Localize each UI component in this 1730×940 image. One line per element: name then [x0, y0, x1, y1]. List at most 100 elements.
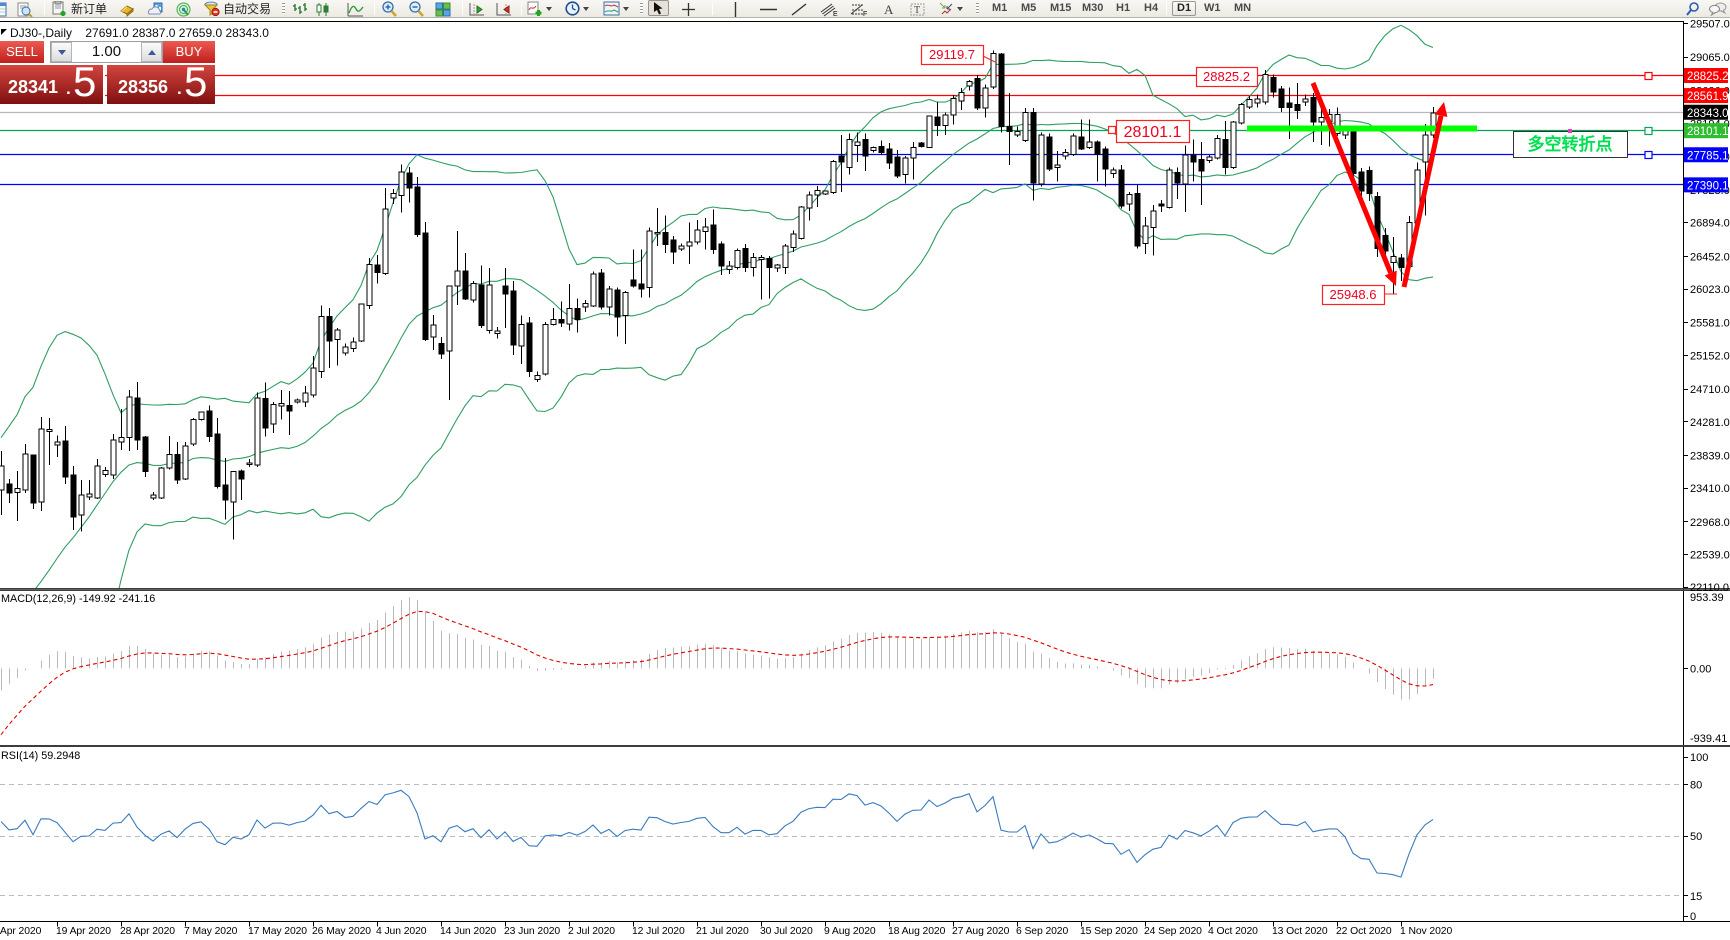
- candle-body: [214, 433, 221, 488]
- candle-body: [1382, 234, 1389, 252]
- rsi-label: RSI(14) 59.2948: [1, 750, 80, 762]
- candle-body: [918, 142, 925, 148]
- candlestick-chart-icon[interactable]: [315, 1, 331, 17]
- tile-windows-icon[interactable]: [435, 1, 451, 17]
- toolbar-grip[interactable]: [976, 3, 979, 14]
- candle-body: [182, 445, 189, 480]
- candle-body: [1366, 169, 1373, 194]
- deposit-icon[interactable]: [119, 1, 135, 17]
- fibonacci-tool[interactable]: F: [850, 1, 868, 17]
- buy-button[interactable]: BUY: [163, 41, 215, 63]
- arrows-caret[interactable]: [957, 6, 963, 11]
- candle-body: [942, 114, 949, 127]
- candle-body: [1262, 73, 1269, 103]
- horizontal-line-tool[interactable]: [760, 1, 777, 17]
- candle-body: [1046, 136, 1053, 170]
- candle-body: [734, 250, 741, 268]
- templates-button[interactable]: [603, 0, 629, 17]
- line-chart-icon[interactable]: [347, 1, 364, 17]
- indicators-button[interactable]: [527, 0, 552, 17]
- price-tag-object[interactable]: 28825.2: [1195, 66, 1259, 88]
- candle-body: [566, 308, 573, 325]
- line-handle[interactable]: [1644, 126, 1653, 136]
- bar-chart-icon[interactable]: [292, 1, 308, 17]
- candle-body: [838, 155, 845, 163]
- candle-body: [438, 343, 445, 355]
- price-tag-object[interactable]: 25948.6: [1321, 284, 1398, 306]
- candle-body: [854, 141, 861, 146]
- toolbar-grip[interactable]: [282, 3, 285, 14]
- pane-separator[interactable]: [0, 589, 1730, 591]
- search-icon[interactable]: [1686, 1, 1701, 17]
- text-label-object[interactable]: 多空转折点: [1513, 129, 1628, 158]
- tf-d1[interactable]: D1: [1172, 1, 1197, 16]
- toolbar-grip[interactable]: [640, 3, 643, 14]
- candle-body: [1310, 96, 1317, 123]
- vertical-line-tool[interactable]: [731, 1, 740, 17]
- arrow-object[interactable]: [1401, 102, 1448, 288]
- text-label-tool[interactable]: T: [910, 1, 925, 17]
- candle-body: [94, 465, 101, 499]
- one-click-collapse-icon[interactable]: [1, 29, 7, 35]
- new-order-button[interactable]: 新订单: [52, 0, 107, 17]
- periods-caret[interactable]: [583, 6, 589, 11]
- periods-button[interactable]: [565, 0, 589, 17]
- tf-m5[interactable]: M5: [1021, 2, 1037, 14]
- tf-mn[interactable]: MN: [1234, 2, 1252, 14]
- volume-input[interactable]: 1.00: [72, 42, 141, 62]
- cursor-tool[interactable]: [648, 0, 669, 16]
- line-handle[interactable]: [1644, 150, 1653, 160]
- signals-icon[interactable]: [176, 1, 191, 17]
- candle-body: [1254, 98, 1261, 104]
- text-tool[interactable]: A: [882, 1, 895, 17]
- price-tag-object[interactable]: 29119.7: [920, 44, 996, 66]
- tf-m15[interactable]: M15: [1050, 2, 1072, 14]
- arrows-tool[interactable]: [938, 0, 963, 17]
- auto-scroll-icon[interactable]: [468, 1, 485, 17]
- crosshair-tool[interactable]: [681, 1, 696, 17]
- candle-body: [1054, 164, 1061, 168]
- volume-increase-button[interactable]: [141, 42, 162, 62]
- price-tag-object[interactable]: 28101.1: [1107, 119, 1191, 144]
- zoom-out-icon[interactable]: [408, 1, 425, 17]
- time-tick-label: 17 May 2020: [248, 926, 307, 937]
- mql5-cloud-icon[interactable]: [148, 1, 164, 17]
- tf-h4[interactable]: H4: [1144, 2, 1159, 14]
- buy-price[interactable]: 28356 . 5: [107, 65, 215, 104]
- templates-caret[interactable]: [623, 6, 629, 11]
- chat-icon[interactable]: [1709, 1, 1727, 17]
- time-tick-label: 2 Jul 2020: [568, 926, 615, 937]
- svg-text:27785.1: 27785.1: [1687, 150, 1729, 162]
- sell-button[interactable]: SELL: [0, 41, 44, 63]
- svg-text:25948.6: 25948.6: [1330, 287, 1377, 302]
- tf-h1[interactable]: H1: [1116, 2, 1131, 14]
- market-watch-icon[interactable]: [0, 1, 7, 17]
- candle-body: [670, 239, 677, 253]
- zoom-in-icon[interactable]: [381, 1, 398, 17]
- candle-body: [1286, 102, 1293, 109]
- indicators-caret[interactable]: [546, 6, 552, 11]
- arrow-object[interactable]: [1310, 82, 1397, 286]
- tf-w1[interactable]: W1: [1204, 2, 1221, 14]
- autotrading-button[interactable]: 自动交易: [203, 0, 271, 17]
- tf-m1[interactable]: M1: [992, 2, 1008, 14]
- data-window-icon[interactable]: [17, 1, 33, 17]
- price-tick-label: 22539.0: [1690, 550, 1730, 562]
- candle-body: [422, 232, 429, 340]
- tf-m30[interactable]: M30: [1082, 2, 1104, 14]
- volume-decrease-button[interactable]: [51, 42, 72, 62]
- line-handle[interactable]: [1644, 71, 1653, 81]
- trendline-tool[interactable]: [791, 1, 807, 17]
- candle-body: [958, 91, 965, 102]
- candle-body: [494, 330, 501, 335]
- chart-shift-icon[interactable]: [495, 1, 512, 17]
- candle-body: [382, 208, 389, 275]
- channel-tool[interactable]: E: [820, 1, 838, 17]
- pane-separator[interactable]: [0, 745, 1730, 747]
- candle-body: [518, 324, 525, 347]
- candle-body: [982, 87, 989, 109]
- sell-price[interactable]: 28341 . 5: [0, 65, 105, 104]
- pane-separator[interactable]: [0, 588, 1730, 590]
- candle-body: [582, 303, 589, 308]
- bollinger-lower: [118, 171, 1434, 588]
